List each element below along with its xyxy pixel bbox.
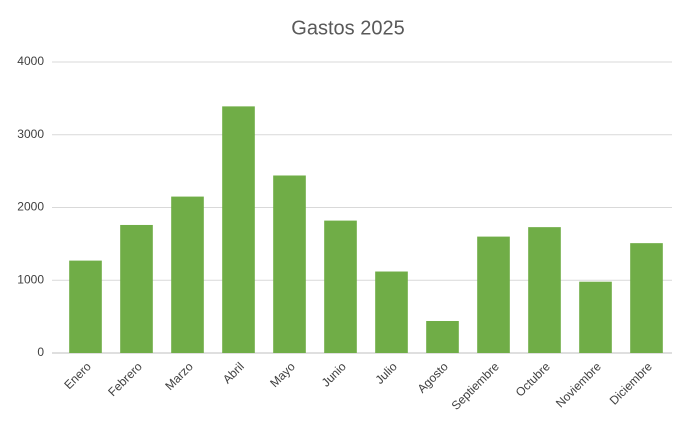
bar	[273, 175, 306, 353]
y-tick-label: 3000	[17, 127, 44, 141]
bar	[528, 227, 561, 353]
x-tick-label: Noviembre	[553, 359, 604, 410]
bar	[579, 281, 612, 353]
y-tick-label: 1000	[17, 272, 44, 286]
bar	[477, 236, 510, 353]
x-tick-label: Mayo	[267, 359, 298, 390]
x-tick-label: Junio	[319, 359, 349, 389]
chart-title: Gastos 2025	[291, 17, 404, 39]
bar	[69, 260, 102, 353]
bar	[222, 106, 255, 353]
bar	[324, 220, 357, 353]
bar	[426, 320, 459, 353]
bar	[171, 196, 204, 353]
y-tick-label: 2000	[17, 200, 44, 214]
bar	[630, 243, 663, 353]
x-tick-label: Diciembre	[607, 359, 655, 407]
x-tick-label: Septiembre	[449, 359, 503, 413]
x-tick-label: Octubre	[513, 359, 553, 399]
y-tick-label: 0	[37, 345, 44, 359]
x-tick-label: Febrero	[105, 359, 145, 399]
x-tick-label: Julio	[373, 359, 401, 387]
x-tick-label: Enero	[61, 359, 94, 392]
x-tick-label: Abril	[220, 359, 247, 386]
bar	[375, 271, 408, 353]
x-tick-label: Agosto	[415, 359, 452, 396]
bar	[120, 224, 153, 353]
x-tick-label: Marzo	[162, 359, 196, 393]
y-tick-label: 4000	[17, 54, 44, 68]
